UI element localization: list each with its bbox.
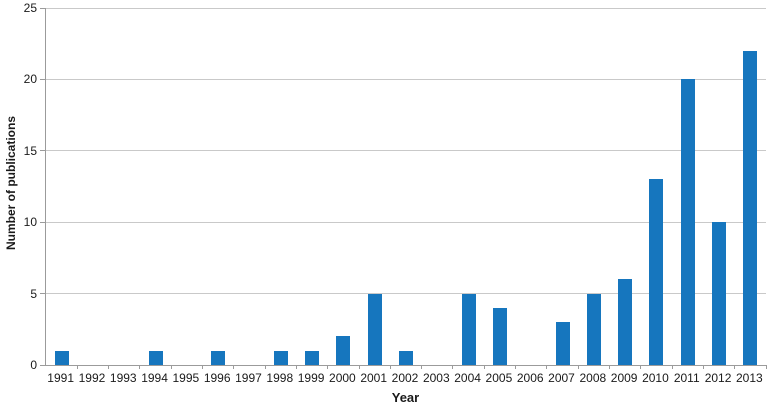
x-axis-tick — [608, 365, 610, 369]
x-tick-label-2001: 2001 — [360, 371, 388, 385]
y-tick-label-10: 10 — [23, 215, 37, 230]
x-axis-tick — [452, 365, 454, 369]
x-axis-tick — [640, 365, 642, 369]
plot-area — [40, 7, 767, 369]
y-axis-tick — [40, 78, 45, 80]
y-axis-tick — [40, 7, 45, 9]
bar-2012 — [712, 222, 727, 365]
y-axis-tick — [40, 364, 45, 366]
x-axis-tick — [358, 365, 360, 369]
x-axis-tick — [264, 365, 266, 369]
x-tick-label-1995: 1995 — [172, 371, 200, 385]
x-axis-tick — [765, 365, 767, 369]
x-tick-label-2010: 2010 — [642, 371, 669, 385]
x-tick-label-2011: 2011 — [673, 371, 700, 385]
x-tick-label-2002: 2002 — [391, 371, 419, 385]
x-axis-tick — [295, 365, 297, 369]
y-tick-label-25: 25 — [23, 1, 37, 15]
bar-2004 — [461, 293, 476, 365]
bar-1999 — [305, 350, 320, 365]
x-axis-tick — [671, 365, 673, 369]
x-tick-label-2004: 2004 — [454, 371, 481, 385]
x-axis-tick — [483, 365, 485, 369]
gridline-y-10 — [46, 221, 766, 223]
y-tick-label-20: 20 — [23, 72, 37, 87]
x-axis-tick — [421, 365, 423, 369]
y-tick-label-5: 5 — [30, 286, 37, 301]
x-axis-tick — [233, 365, 235, 369]
bar-2005 — [492, 307, 507, 365]
x-tick-label-1996: 1996 — [203, 371, 231, 385]
x-tick-label-1992: 1992 — [78, 371, 106, 385]
y-axis-title: Number of publications — [4, 115, 18, 251]
gridline-y-5 — [46, 293, 766, 295]
bar-1996 — [211, 350, 226, 365]
y-axis-tick — [40, 150, 45, 152]
x-axis-tick — [389, 365, 391, 369]
x-axis-tick — [546, 365, 548, 369]
y-axis-tick — [40, 293, 45, 295]
x-axis-tick — [170, 365, 172, 369]
x-tick-label-2005: 2005 — [485, 371, 513, 385]
bar-2000 — [336, 336, 351, 365]
gridline-y-20 — [46, 78, 766, 80]
x-tick-label-1993: 1993 — [109, 371, 137, 385]
x-axis-tick — [108, 365, 110, 369]
x-tick-label-1994: 1994 — [141, 371, 168, 385]
bar-2002 — [399, 350, 413, 365]
x-tick-label-1998: 1998 — [266, 371, 294, 385]
bar-2007 — [555, 322, 570, 365]
bar-2001 — [367, 293, 382, 365]
y-axis-tick — [40, 221, 45, 223]
x-tick-label-1997: 1997 — [235, 371, 262, 385]
x-tick-label-2008: 2008 — [579, 371, 607, 385]
gridline-y-15 — [46, 150, 766, 152]
bar-1998 — [273, 350, 288, 365]
x-tick-label-2012: 2012 — [704, 371, 732, 385]
bar-1991 — [54, 350, 69, 365]
x-axis-tick — [202, 365, 204, 369]
x-tick-label-2007: 2007 — [548, 371, 575, 385]
y-tick-label-15: 15 — [23, 143, 37, 158]
x-axis-tick — [577, 365, 579, 369]
bar-2008 — [586, 293, 601, 365]
x-tick-label-2000: 2000 — [329, 371, 356, 385]
x-tick-label-1999: 1999 — [297, 371, 325, 385]
x-axis-tick — [515, 365, 517, 369]
x-axis-tick — [734, 365, 736, 369]
x-axis-tick — [702, 365, 704, 369]
bar-2011 — [680, 79, 695, 365]
gridline-y-25 — [46, 7, 766, 9]
bar-2010 — [649, 179, 664, 365]
bar-2009 — [618, 279, 633, 365]
x-tick-label-2003: 2003 — [422, 371, 450, 385]
x-tick-label-2009: 2009 — [610, 371, 638, 385]
x-tick-label-1991: 1991 — [47, 371, 74, 385]
y-tick-label-0: 0 — [30, 358, 37, 372]
x-axis-title: Year — [391, 390, 420, 405]
x-axis-tick — [76, 365, 78, 369]
x-axis-tick — [327, 365, 329, 369]
x-tick-label-2006: 2006 — [516, 371, 544, 385]
bar-2013 — [743, 50, 758, 365]
x-axis-tick — [139, 365, 141, 369]
bar-1994 — [148, 350, 163, 365]
x-tick-label-2013: 2013 — [735, 371, 763, 385]
